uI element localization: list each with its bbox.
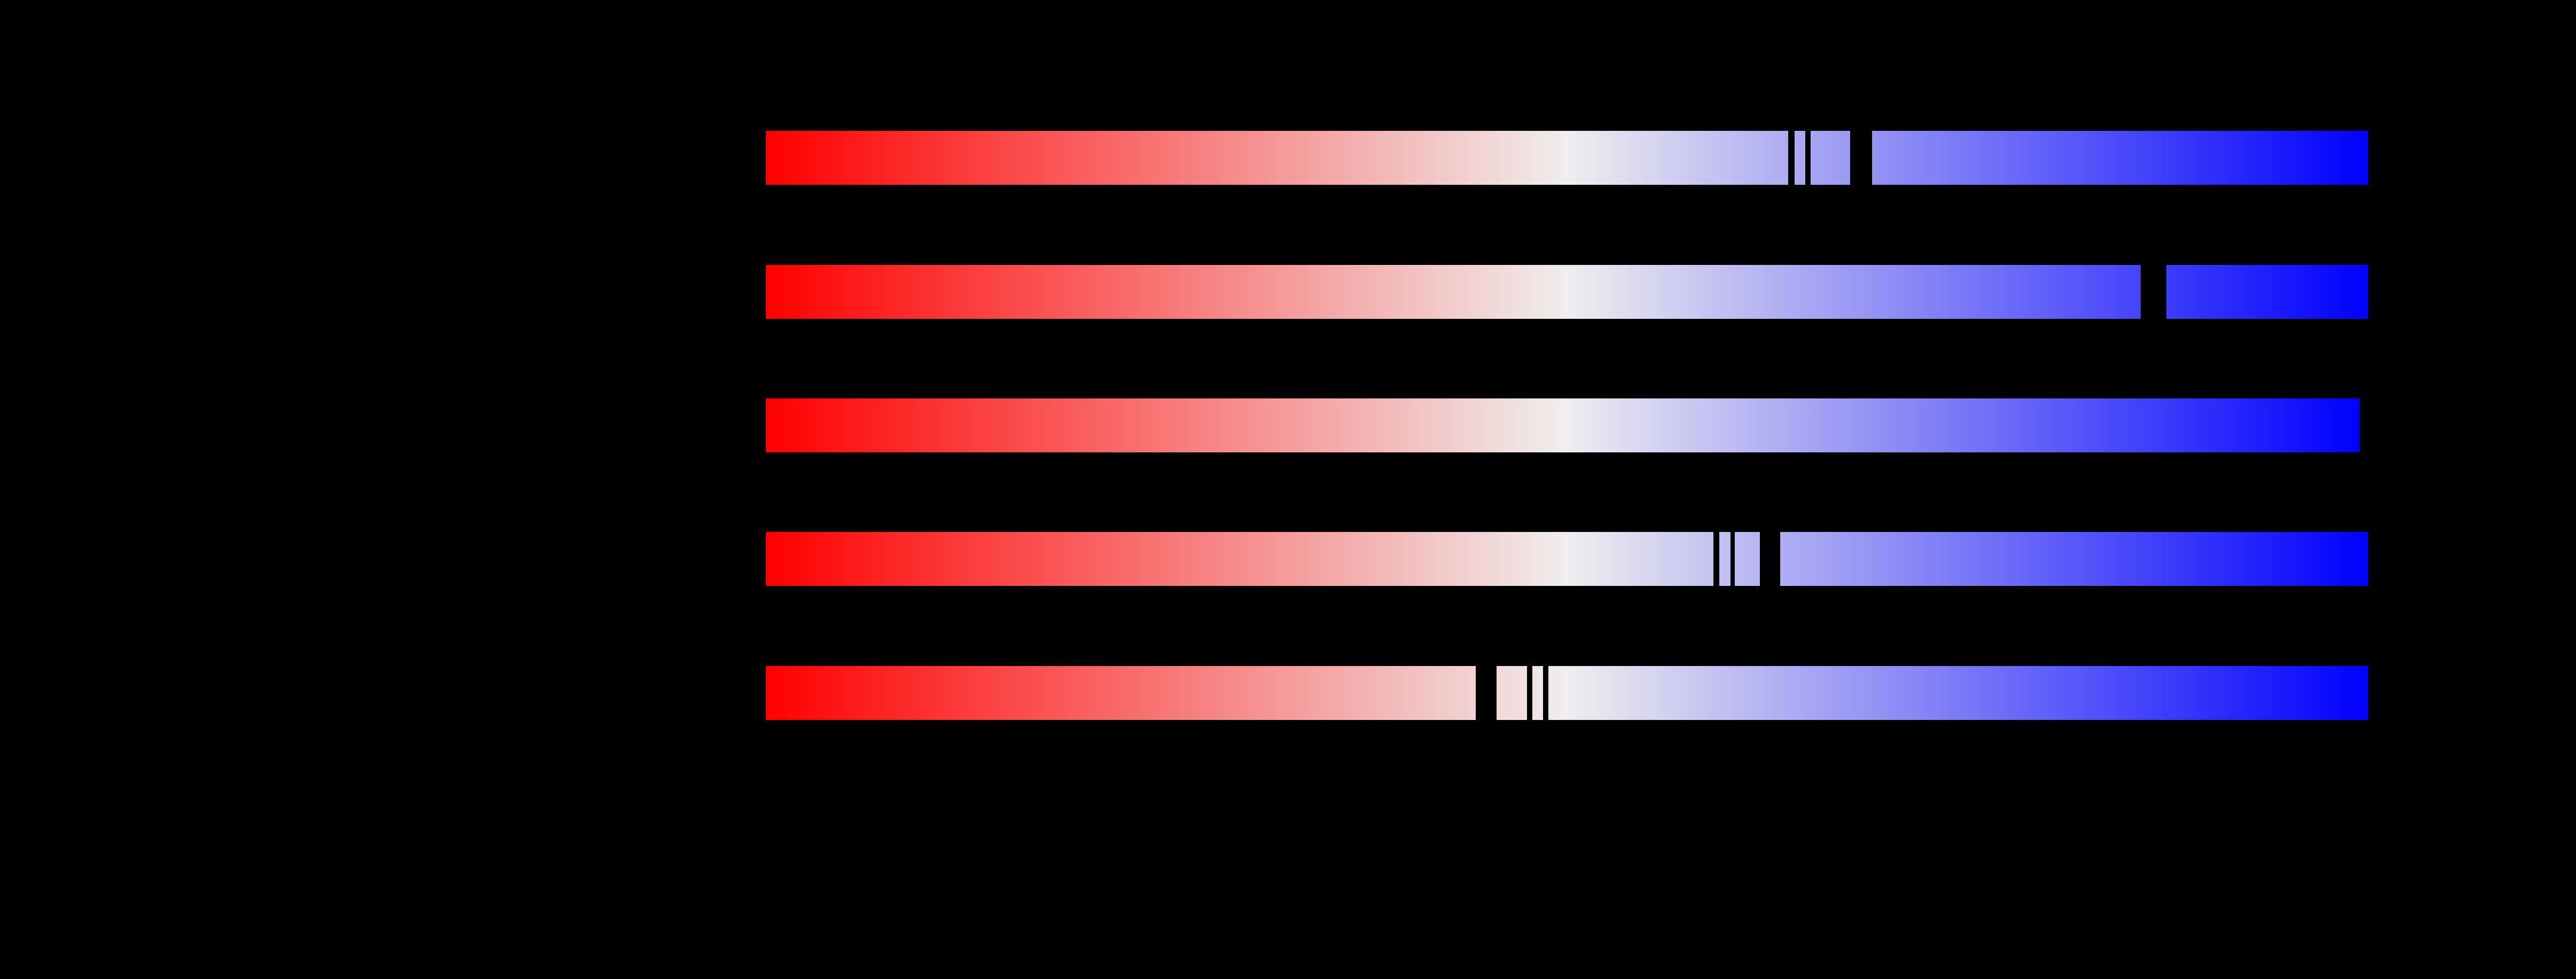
marker-line-thick: [2141, 265, 2166, 319]
marker-line-thick: [1850, 131, 1872, 185]
marker-line-thick: [1760, 532, 1780, 586]
marker-line-thin: [1731, 532, 1735, 586]
marker-line-thin: [1788, 131, 1795, 185]
marker-line-thick: [1476, 666, 1497, 720]
marker-line-thin: [1713, 532, 1719, 586]
marker-line-thin: [1805, 131, 1811, 185]
marker-line-thin: [1543, 666, 1548, 720]
gradient-bar: [766, 532, 2368, 586]
marker-line-thin: [1527, 666, 1532, 720]
gradient-bar: [766, 131, 2368, 185]
gradient-bar: [766, 398, 2360, 452]
gradient-bar: [766, 666, 2368, 720]
gradient-bar: [766, 265, 2368, 319]
